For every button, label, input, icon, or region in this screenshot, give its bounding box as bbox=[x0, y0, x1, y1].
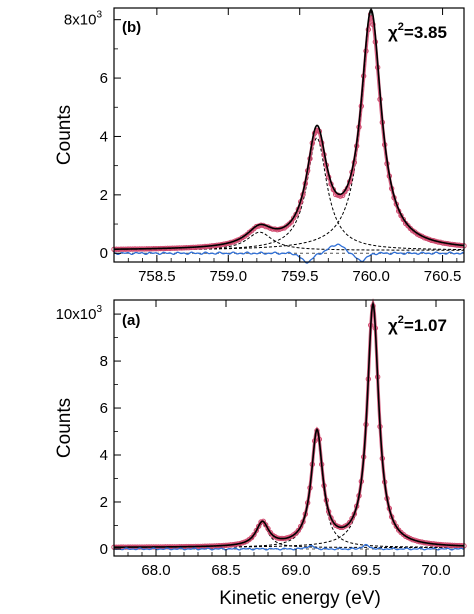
data-point bbox=[328, 515, 334, 521]
data-point bbox=[346, 519, 353, 526]
component-peak-3 bbox=[114, 14, 465, 251]
panel-a: (a) χ2=1.07 Counts Kinetic energy (eV) 6… bbox=[54, 298, 467, 609]
y-tick-label: 2 bbox=[100, 494, 108, 511]
x-tick-label: 68.0 bbox=[141, 562, 170, 579]
y-tick-label: 8 bbox=[100, 353, 108, 370]
data-point bbox=[265, 525, 271, 532]
chi-square-label-b: χ2=3.85 bbox=[388, 21, 447, 42]
data-point bbox=[274, 226, 281, 233]
data-point bbox=[295, 527, 302, 534]
residual-line bbox=[113, 543, 465, 551]
y-tick-label: 2 bbox=[100, 187, 108, 204]
x-tick-label: 759.0 bbox=[210, 268, 248, 285]
data-point bbox=[297, 523, 304, 530]
x-tick-label: 69.0 bbox=[281, 562, 310, 579]
y-tick-label: 6 bbox=[100, 70, 108, 87]
data-band bbox=[114, 298, 465, 549]
x-tick-label: 760.5 bbox=[424, 268, 462, 285]
y-tick-label: 6 bbox=[100, 400, 108, 417]
x-tick-label: 70.0 bbox=[421, 562, 450, 579]
plot-frame-a bbox=[113, 299, 465, 557]
data-point bbox=[251, 531, 257, 538]
x-tick-label: 758.5 bbox=[138, 268, 176, 285]
panel-label-b: (b) bbox=[122, 19, 141, 36]
data-point bbox=[349, 515, 355, 522]
data-point bbox=[391, 519, 397, 526]
y-axis-label-b: Counts bbox=[54, 105, 75, 165]
y-tick-label: 10x103 bbox=[56, 304, 103, 323]
component-peak-1 bbox=[114, 523, 464, 549]
data-point bbox=[370, 21, 376, 28]
component-peak-1 bbox=[114, 231, 465, 251]
component-peak-2 bbox=[114, 432, 465, 548]
fit-line bbox=[113, 8, 465, 250]
y-tick-label: 8x103 bbox=[64, 10, 103, 29]
data-point bbox=[255, 523, 262, 529]
chi-square-label-a: χ2=1.07 bbox=[388, 314, 447, 335]
data-point bbox=[262, 522, 269, 528]
fit-line bbox=[114, 300, 465, 548]
y-tick-label: 0 bbox=[100, 245, 108, 262]
y-tick-label: 4 bbox=[100, 128, 108, 145]
residual-line bbox=[113, 243, 465, 264]
x-tick-label: 68.5 bbox=[211, 562, 240, 579]
panel-label-a: (a) bbox=[122, 312, 140, 329]
panel-b: (b) χ2=3.85 Counts 758.5 759.0 759.5 760.0 7… bbox=[54, 7, 467, 285]
data-point bbox=[253, 223, 260, 230]
x-tick-label: 69.5 bbox=[351, 562, 380, 579]
data-point bbox=[253, 527, 260, 534]
x-axis-label: Kinetic energy (eV) bbox=[219, 588, 381, 609]
x-tick-label: 760.0 bbox=[352, 268, 390, 285]
y-axis-label-a: Counts bbox=[54, 398, 75, 458]
component-peak-2 bbox=[114, 137, 465, 251]
plot-area-a bbox=[111, 298, 467, 551]
data-point bbox=[393, 523, 400, 530]
y-tick-label: 0 bbox=[100, 541, 108, 558]
plot-frame-b bbox=[113, 7, 465, 263]
plot-area-b bbox=[111, 8, 467, 264]
y-tick-label: 4 bbox=[100, 447, 108, 464]
data-band bbox=[113, 14, 465, 251]
x-tick-label: 759.5 bbox=[281, 268, 319, 285]
component-peak-3 bbox=[114, 303, 465, 548]
